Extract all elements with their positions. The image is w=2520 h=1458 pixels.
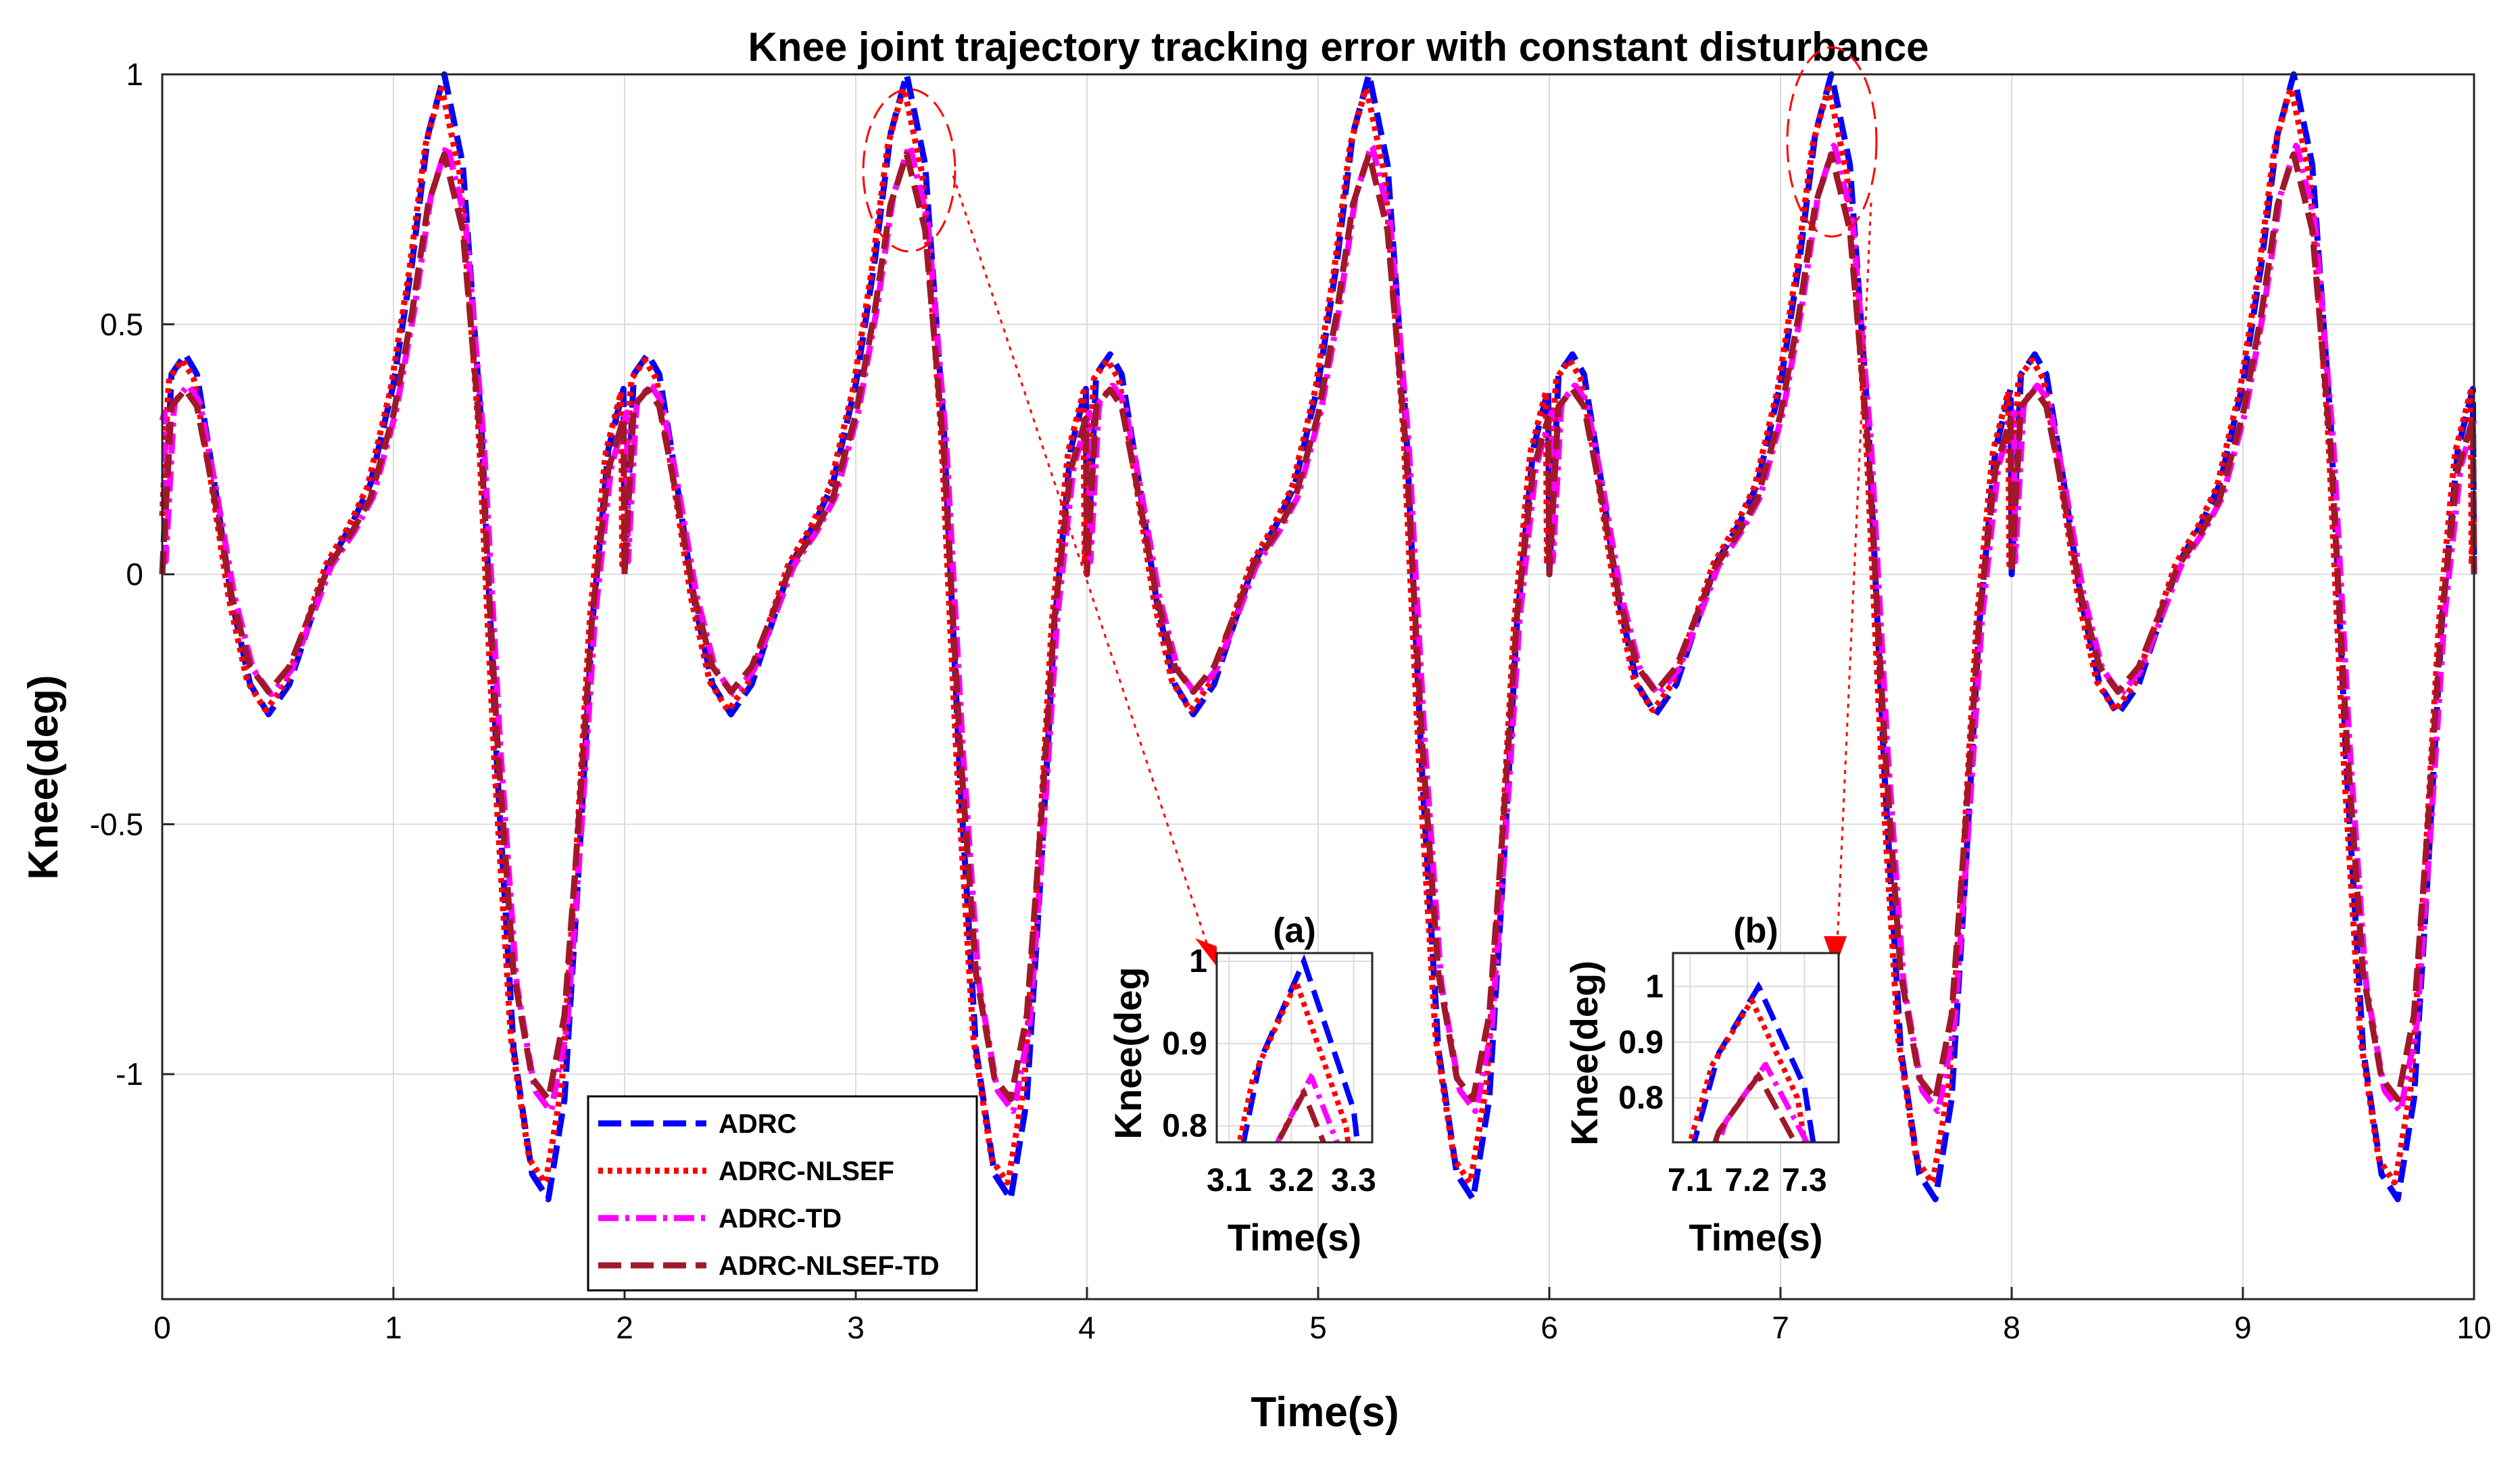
x-tick-label: 7 [1772, 1310, 1789, 1345]
inset-title: (b) [1733, 911, 1778, 950]
zoom-pointer-line-b [1836, 202, 1872, 944]
zoom-highlight-a [862, 88, 1217, 967]
inset-y-axis-label: Knee(deg [1107, 967, 1149, 1139]
zoom-pointer-arrow-a [1195, 938, 1217, 967]
inset-x-tick-label: 3.1 [1207, 1163, 1252, 1198]
inset-y-tick-label: 0.9 [1618, 1025, 1664, 1061]
inset-x-axis-label: Time(s) [1689, 1216, 1822, 1259]
y-axis-label: Knee(deg) [20, 675, 67, 879]
inset-y-tick-label: 0.8 [1618, 1080, 1664, 1116]
inset-x-tick-label: 3.2 [1269, 1163, 1314, 1198]
legend-label: ADRC-NLSEF-TD [719, 1251, 940, 1281]
x-tick-label: 4 [1078, 1310, 1096, 1345]
series-line-adrc-nlsef [159, 86, 2477, 1186]
main-tick-labels: 0 1 2 3 4 5 6 7 8 9 10 1 0.5 0 -0.5 -1 [90, 57, 2492, 1345]
inset-b: 7.1 7.2 7.3 1 0.9 0.8 (b) Time(s) Knee(deg) [1563, 911, 1840, 1259]
main-plot-frame [161, 73, 2475, 1301]
x-tick-label: 6 [1541, 1310, 1558, 1345]
chart-title: Knee joint trajectory tracking error wit… [748, 24, 1929, 70]
series-line-adrc-nlsef-td [159, 151, 2477, 1102]
x-tick-label: 8 [2003, 1310, 2020, 1345]
x-tick-label: 3 [847, 1310, 865, 1345]
zoom-ellipse-a [862, 88, 956, 253]
inset-series-line-adrc-nlsef [1687, 996, 1808, 1142]
y-tick-label: 0.5 [100, 307, 143, 342]
legend-label: ADRC [719, 1109, 797, 1139]
inset-x-tick-label: 7.3 [1782, 1163, 1827, 1198]
x-tick-label: 9 [2234, 1310, 2252, 1345]
y-tick-label: -0.5 [90, 806, 143, 842]
x-axis-label: Time(s) [1251, 1389, 1399, 1436]
inset-y-tick-label: 1 [1189, 944, 1207, 979]
inset-x-tick-label: 7.1 [1668, 1163, 1713, 1198]
y-tick-label: -1 [116, 1056, 143, 1092]
inset-y-tick-label: 1 [1645, 969, 1664, 1004]
inset-series-line-adrc [1240, 954, 1361, 1142]
inset-series-line-adrc-nlsef-td [1712, 1071, 1798, 1142]
inset-series [1687, 981, 1816, 1142]
inset-x-tick-label: 3.3 [1331, 1163, 1376, 1198]
x-tick-label: 2 [616, 1310, 633, 1345]
main-series [159, 71, 2477, 1202]
inset-x-axis-label: Time(s) [1228, 1216, 1361, 1259]
inset-x-tick-label: 7.2 [1724, 1163, 1770, 1198]
inset-y-axis-label: Knee(deg) [1563, 961, 1605, 1146]
x-tick-label: 10 [2456, 1310, 2491, 1345]
x-tick-label: 0 [153, 1310, 171, 1345]
y-tick-label: 1 [126, 57, 143, 92]
zoom-pointer-line-a [952, 175, 1208, 944]
series-line-adrc-td [159, 143, 2477, 1115]
zoom-ellipse-b [1786, 46, 1878, 238]
inset-background [1673, 953, 1839, 1142]
legend-label: ADRC-TD [719, 1204, 842, 1234]
inset-series-line-adrc [1691, 981, 1816, 1142]
inset-y-tick-label: 0.9 [1162, 1026, 1207, 1062]
y-tick-label: 0 [126, 557, 143, 592]
legend-label: ADRC-NLSEF [719, 1157, 894, 1186]
inset-series [1236, 954, 1361, 1142]
inset-y-tick-label: 0.8 [1162, 1109, 1207, 1144]
legend: ADRC ADRC-NLSEF ADRC-TD ADRC-NLSEF-TD [587, 1095, 978, 1292]
inset-frame [1215, 952, 1374, 1144]
inset-series-line-adrc-nlsef [1236, 979, 1351, 1142]
inset-title: (a) [1273, 911, 1316, 950]
x-tick-label: 5 [1309, 1310, 1327, 1345]
x-tick-label: 1 [385, 1310, 402, 1345]
legend-box [587, 1095, 978, 1292]
inset-frame [1672, 952, 1840, 1144]
inset-a: 3.1 3.2 3.3 1 0.9 0.8 (a) Time(s) Knee(deg [1107, 911, 1376, 1259]
